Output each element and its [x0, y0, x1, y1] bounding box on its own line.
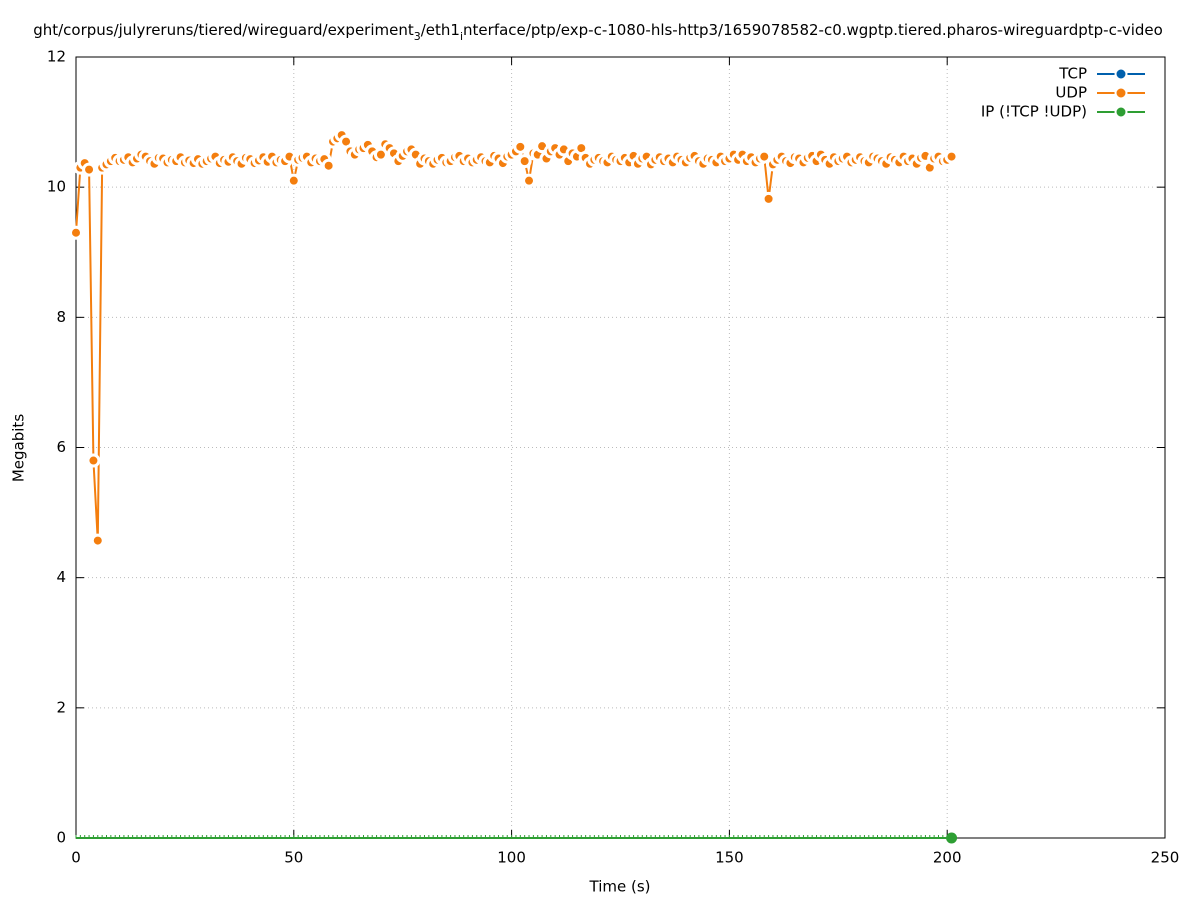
title-part: nterface/ptp/exp-c-1080-hls-http3/165907… [463, 21, 1163, 39]
point [522, 173, 537, 188]
y-tick-label: 0 [56, 829, 66, 847]
point [761, 191, 776, 206]
y-axis-label: Megabits [10, 414, 28, 482]
y-tick-label: 2 [56, 698, 66, 716]
point [286, 173, 301, 188]
point [517, 154, 532, 169]
point [82, 162, 97, 177]
legend-marker [1114, 86, 1128, 100]
x-tick-label: 50 [284, 849, 303, 867]
title-subscript: i [460, 30, 463, 43]
legend-marker [1114, 67, 1128, 81]
y-tick-label: 12 [47, 48, 66, 66]
point [944, 149, 959, 164]
legend-marker [1114, 105, 1128, 119]
x-tick-label: 250 [1151, 849, 1180, 867]
x-tick-label: 0 [71, 849, 81, 867]
x-tick-label: 150 [715, 849, 744, 867]
x-tick-label: 100 [497, 849, 526, 867]
point [86, 453, 101, 468]
x-tick-label: 200 [933, 849, 962, 867]
title-part: /eth1 [421, 21, 460, 39]
point [757, 149, 772, 164]
y-tick-label: 10 [47, 178, 66, 196]
y-tick-label: 8 [56, 308, 66, 326]
legend-label: UDP [1055, 84, 1087, 102]
title-subscript: 3 [414, 30, 421, 43]
x-axis-label: Time (s) [589, 878, 651, 896]
point [946, 832, 958, 844]
chart-title: ght/corpus/julyreruns/tiered/wireguard/e… [33, 21, 1163, 43]
legend-label: IP (!TCP !UDP) [981, 103, 1087, 121]
point [90, 533, 105, 548]
y-tick-label: 6 [56, 438, 66, 456]
title-part: ght/corpus/julyreruns/tiered/wireguard/e… [33, 21, 414, 39]
point [69, 225, 83, 240]
legend-label: TCP [1058, 65, 1087, 83]
point [513, 139, 528, 154]
point [321, 158, 336, 173]
y-tick-label: 4 [56, 568, 66, 586]
